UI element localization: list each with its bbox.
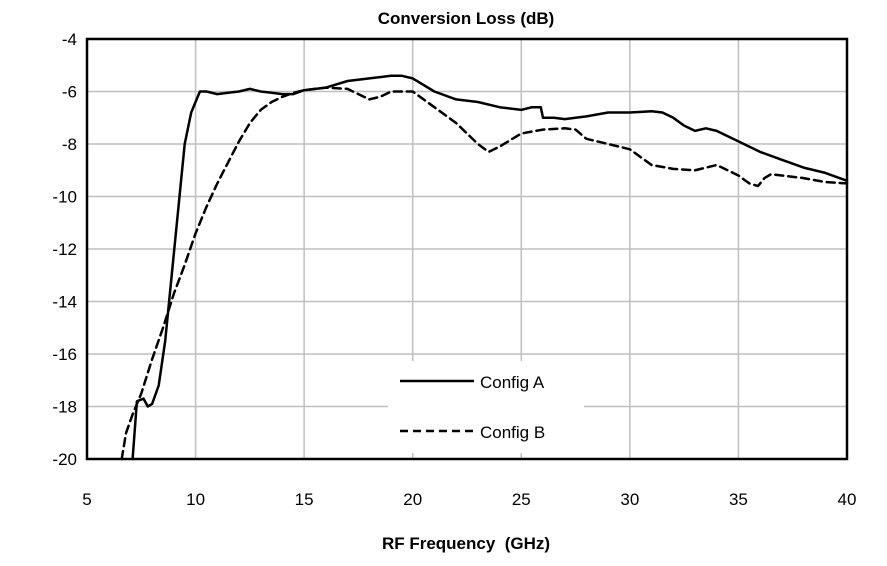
y-tick-labels: -4 -6 -8 -10 -12 -14 -16 -18 -20 <box>52 30 77 469</box>
x-tick-label: 10 <box>186 490 205 509</box>
plot-area <box>120 74 849 461</box>
y-tick-label: -20 <box>52 450 77 469</box>
x-tick-label: 5 <box>82 490 91 509</box>
x-tick-label: 35 <box>729 490 748 509</box>
x-tick-label: 20 <box>403 490 422 509</box>
x-axis-title: RF Frequency (GHz) <box>382 534 550 553</box>
x-tick-label: 15 <box>295 490 314 509</box>
legend-background <box>388 361 584 453</box>
x-tick-labels: 5 10 15 20 25 30 35 40 <box>82 490 856 509</box>
x-tick-label: 25 <box>512 490 531 509</box>
series-line-config-b <box>120 86 849 461</box>
legend-label-config-a: Config A <box>480 373 545 392</box>
legend: Config A Config B <box>388 361 584 453</box>
series-line-config-a <box>131 74 849 461</box>
x-tick-label: 30 <box>620 490 639 509</box>
plot-frame <box>85 37 849 461</box>
y-tick-label: -8 <box>62 135 77 154</box>
y-tick-label: -14 <box>52 293 77 312</box>
y-tick-label: -18 <box>52 398 77 417</box>
y-tick-label: -12 <box>52 240 77 259</box>
y-tick-label: -4 <box>62 30 77 49</box>
x-tick-label: 40 <box>838 490 857 509</box>
y-tick-label: -16 <box>52 345 77 364</box>
chart-title: Conversion Loss (dB) <box>378 9 555 28</box>
y-tick-label: -10 <box>52 188 77 207</box>
y-tick-label: -6 <box>62 83 77 102</box>
legend-label-config-b: Config B <box>480 423 545 442</box>
